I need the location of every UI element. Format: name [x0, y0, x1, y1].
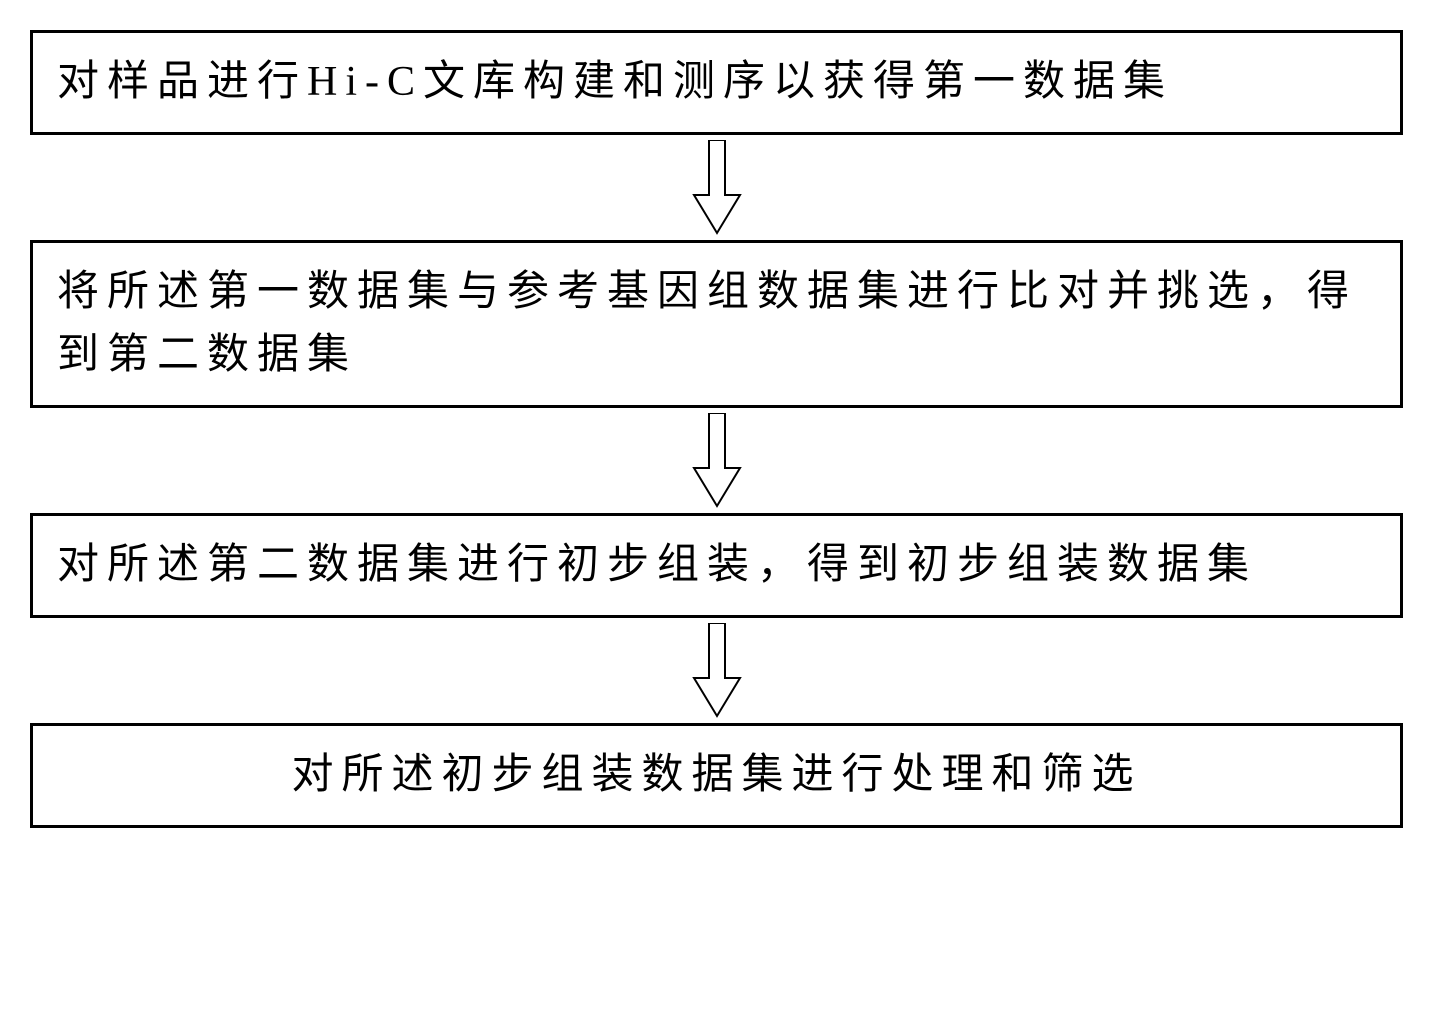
step-text-1: 对样品进行Hi-C文库构建和测序以获得第一数据集	[57, 59, 1173, 105]
down-arrow-icon	[692, 140, 742, 235]
step-text-4: 对所述初步组装数据集进行处理和筛选	[291, 752, 1141, 798]
step-box-1: 对样品进行Hi-C文库构建和测序以获得第一数据集	[30, 30, 1403, 135]
step-box-2: 将所述第一数据集与参考基因组数据集进行比对并挑选，得到第二数据集	[30, 240, 1403, 408]
down-arrow-icon	[692, 623, 742, 718]
down-arrow-icon	[692, 413, 742, 508]
step-text-3: 对所述第二数据集进行初步组装，得到初步组装数据集	[57, 542, 1257, 588]
arrow-container-1	[30, 135, 1403, 240]
step-box-4: 对所述初步组装数据集进行处理和筛选	[30, 723, 1403, 828]
arrow-container-3	[30, 618, 1403, 723]
arrow-container-2	[30, 408, 1403, 513]
flowchart-container: 对样品进行Hi-C文库构建和测序以获得第一数据集 将所述第一数据集与参考基因组数…	[30, 30, 1403, 828]
step-text-2: 将所述第一数据集与参考基因组数据集进行比对并挑选，得到第二数据集	[57, 269, 1357, 378]
step-box-3: 对所述第二数据集进行初步组装，得到初步组装数据集	[30, 513, 1403, 618]
